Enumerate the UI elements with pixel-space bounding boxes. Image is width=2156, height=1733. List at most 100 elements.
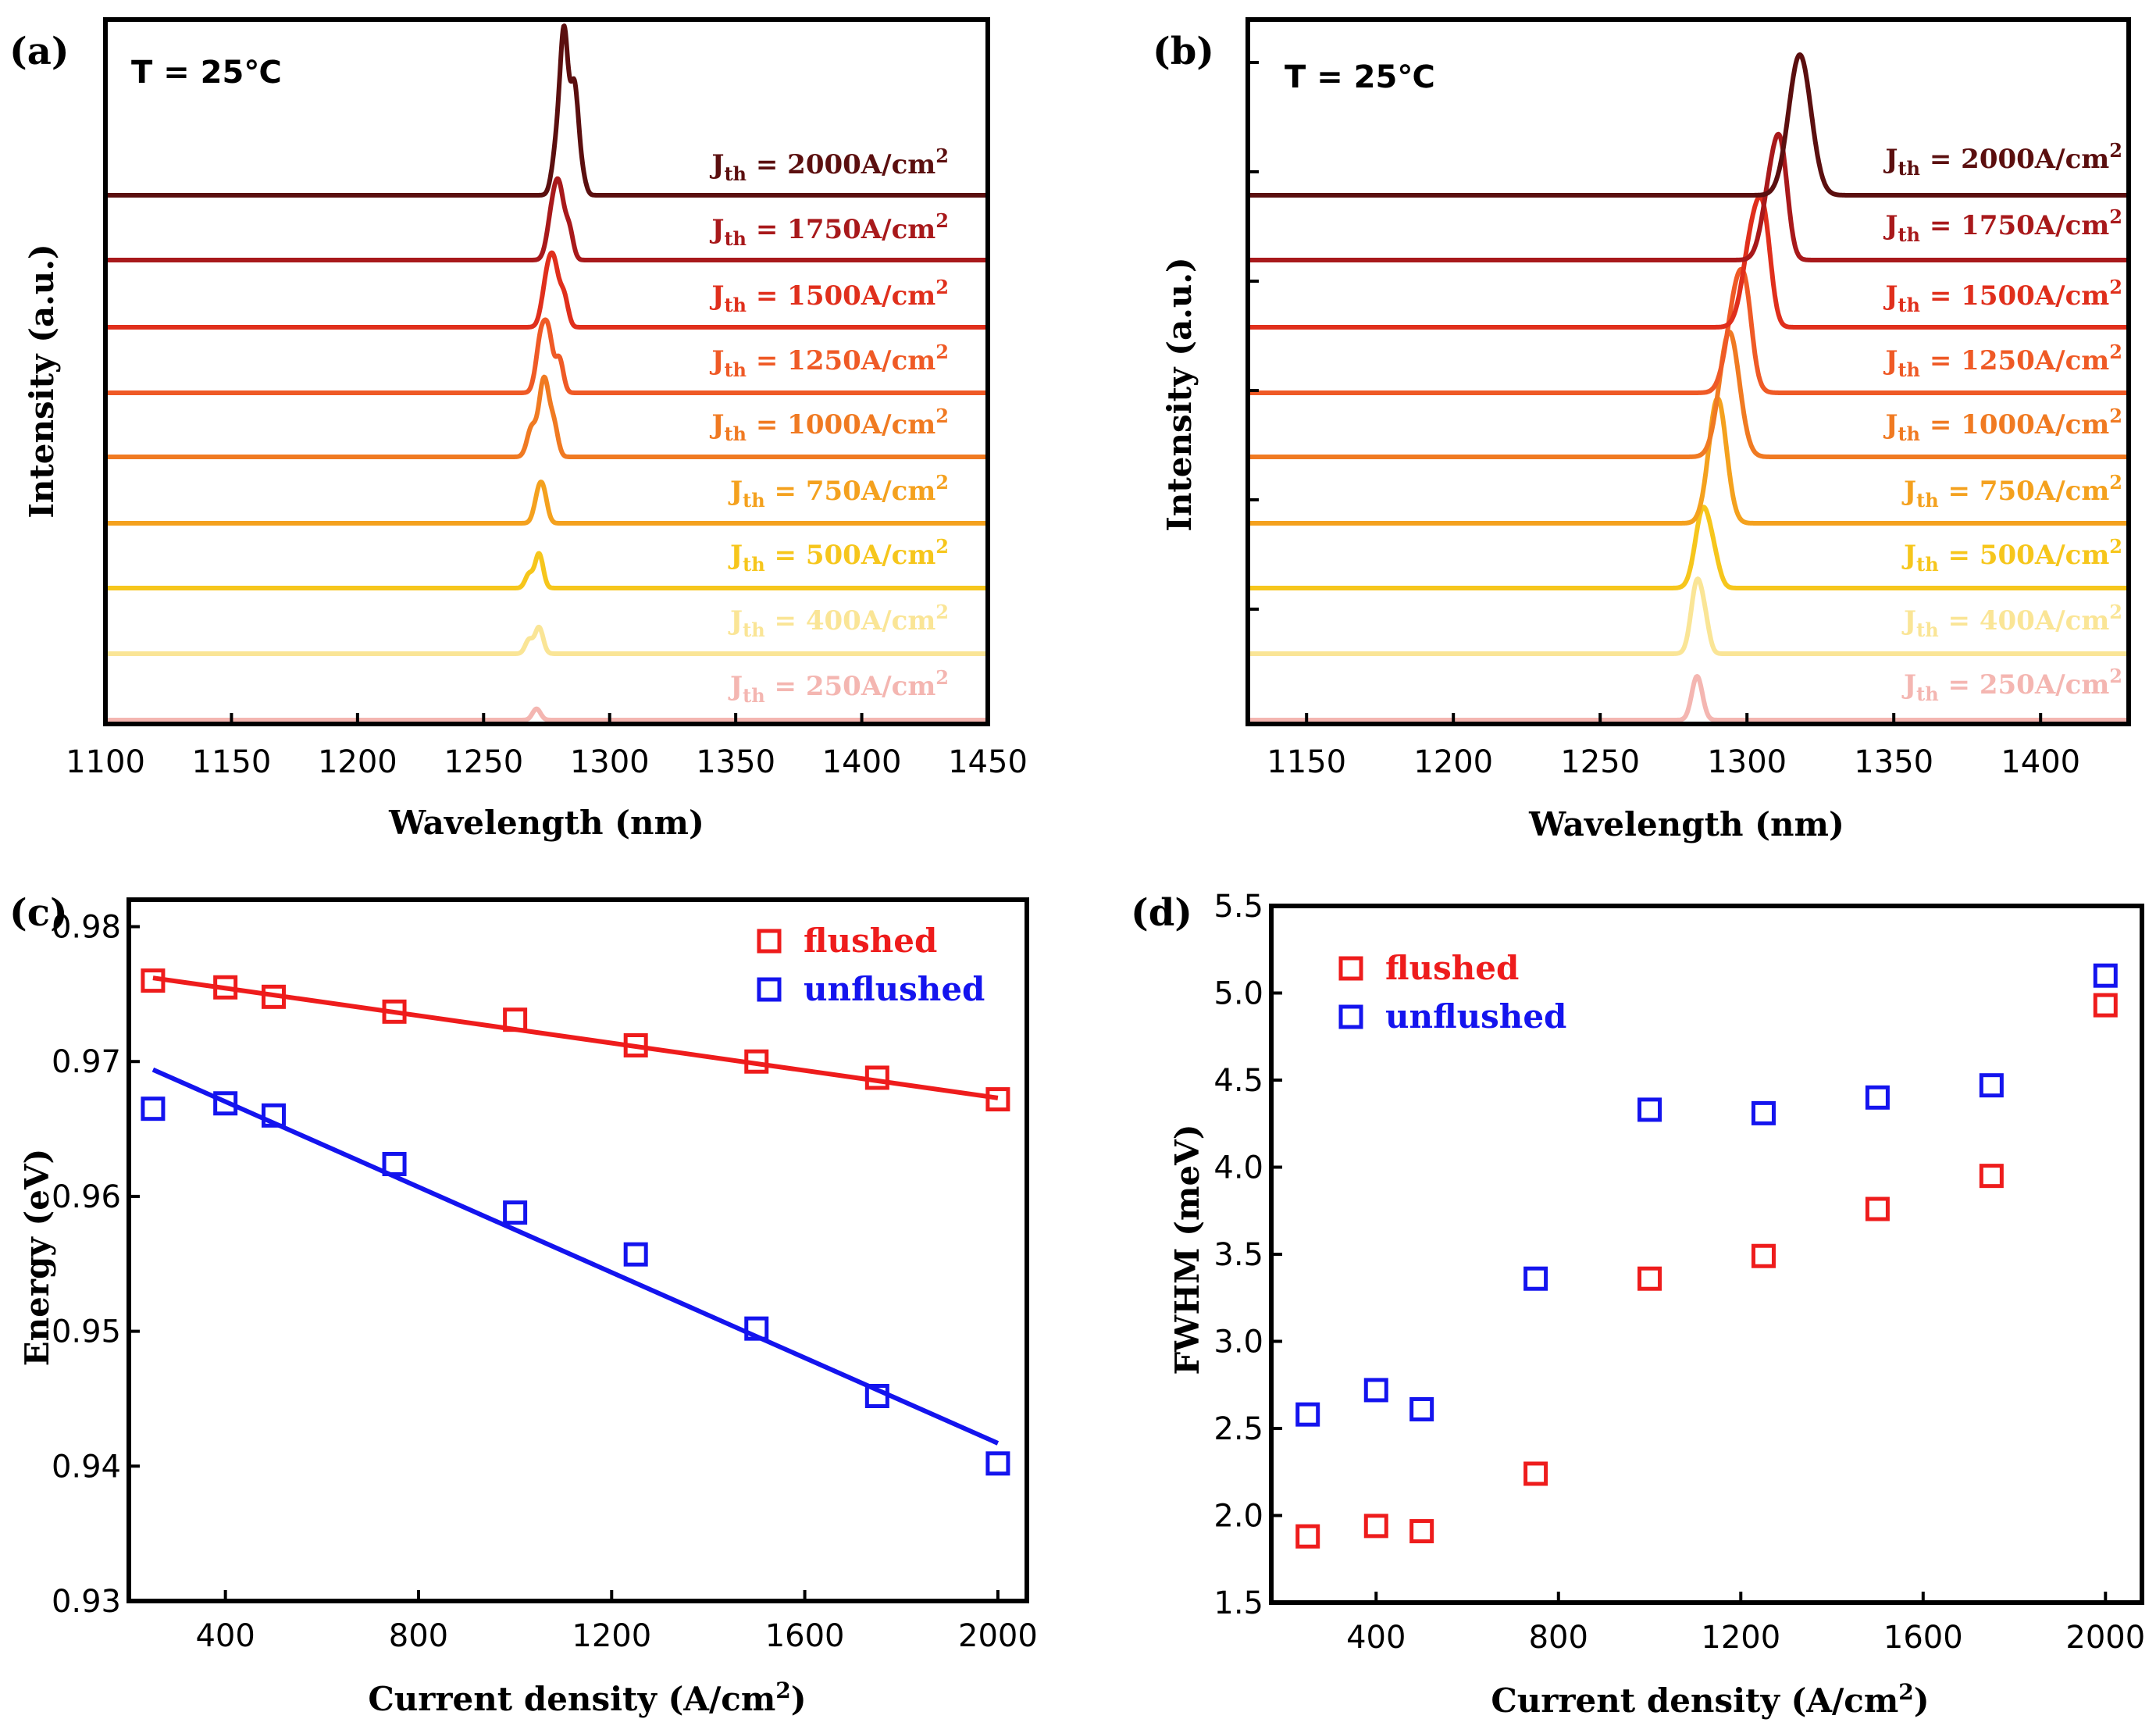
data-point-d-flushed-1500 <box>1865 1196 1890 1221</box>
series-label-b-250: Jth = 250A/cm2 <box>1901 665 2122 705</box>
panel-label-d: (d) <box>1131 891 1192 935</box>
series-label-J: J <box>1883 280 1898 312</box>
x-axis-title-c-end: ) <box>791 1680 807 1718</box>
series-label-exp: 2 <box>935 276 949 298</box>
series-label-sub: th <box>1898 358 1920 381</box>
data-point-d-unflushed-400 <box>1363 1378 1388 1403</box>
spectrum-line-a-500 <box>103 551 990 590</box>
series-label-exp: 2 <box>2109 139 2122 162</box>
series-label-a-1500: Jth = 1500A/cm2 <box>709 276 949 316</box>
series-label-eq: = 500A/cm <box>765 540 936 571</box>
series-label-sub: th <box>1898 223 1920 246</box>
series-label-J: J <box>728 671 743 702</box>
series-label-sub: th <box>1916 553 1939 576</box>
series-label-J: J <box>1901 476 1916 507</box>
data-point-c-flushed-400 <box>213 975 238 1000</box>
series-label-a-1750: Jth = 1750A/cm2 <box>709 209 949 250</box>
data-point-d-unflushed-1500 <box>1865 1085 1890 1110</box>
series-label-sub: th <box>724 227 747 250</box>
series-label-exp: 2 <box>2109 276 2122 298</box>
series-label-a-1000: Jth = 1000A/cm2 <box>709 405 949 445</box>
series-label-eq: = 1750A/cm <box>1920 210 2109 241</box>
spectrum-line-a-1000 <box>103 374 990 459</box>
x-tick-label-d-400: 400 <box>1346 1620 1406 1656</box>
series-label-J: J <box>1883 345 1898 376</box>
series-label-a-2000: Jth = 2000A/cm2 <box>709 144 949 185</box>
panel-label-c: (c) <box>9 891 68 935</box>
series-label-b-1000: Jth = 1000A/cm2 <box>1883 405 2122 445</box>
data-point-c-unflushed-500 <box>261 1103 286 1128</box>
y-tick-label-d-5: 5.0 <box>1213 976 1263 1012</box>
legend-marker-c-flushed <box>757 929 782 954</box>
data-point-d-flushed-750 <box>1523 1461 1548 1486</box>
series-label-sub: th <box>724 358 747 381</box>
series-label-J: J <box>1883 210 1898 241</box>
data-point-c-flushed-1250 <box>623 1033 648 1058</box>
data-point-d-unflushed-250 <box>1295 1402 1320 1427</box>
panel-label-a: (a) <box>9 30 69 73</box>
series-label-eq: = 500A/cm <box>1939 540 2110 571</box>
spectrum-line-b-250 <box>1245 674 2131 722</box>
series-label-sub: th <box>724 294 747 316</box>
series-label-exp: 2 <box>2109 205 2122 228</box>
x-tick-label-b-1250: 1250 <box>1560 744 1640 780</box>
x-tick-label-b-1400: 1400 <box>2001 744 2080 780</box>
series-label-exp: 2 <box>935 471 949 494</box>
data-point-c-unflushed-250 <box>141 1096 166 1121</box>
data-point-c-flushed-2000 <box>985 1087 1010 1112</box>
y-tick-label-d-2: 2.0 <box>1213 1499 1263 1535</box>
series-label-sub: th <box>1916 489 1939 512</box>
series-label-exp: 2 <box>2109 535 2122 558</box>
spectrum-line-a-250 <box>103 706 990 722</box>
spectrum-line-a-2000 <box>103 23 990 198</box>
y-tick-label-c-0.94: 0.94 <box>52 1449 121 1485</box>
x-axis-title-c: Current density (A/cm2) <box>368 1678 806 1718</box>
y-tick-label-d-5.5: 5.5 <box>1213 889 1263 925</box>
series-label-b-400: Jth = 400A/cm2 <box>1901 601 2122 641</box>
y-axis-title-b: Intensity (a.u.) <box>1160 257 1199 532</box>
series-label-b-1250: Jth = 1250A/cm2 <box>1883 341 2122 381</box>
y-tick-label-c-0.98: 0.98 <box>52 910 121 946</box>
data-point-d-flushed-1750 <box>1979 1164 2004 1189</box>
data-point-d-unflushed-750 <box>1523 1266 1548 1291</box>
data-point-d-unflushed-1750 <box>1979 1073 2004 1098</box>
spectrum-line-a-1250 <box>103 317 990 395</box>
data-point-c-flushed-250 <box>141 968 166 993</box>
spectrum-line-b-1750 <box>1245 131 2131 262</box>
series-label-exp: 2 <box>935 666 949 689</box>
x-tick-label-c-400: 400 <box>195 1618 255 1654</box>
series-label-eq: = 750A/cm <box>1939 476 2110 507</box>
x-tick-label-d-2000: 2000 <box>2065 1620 2145 1656</box>
x-tick-label-c-1200: 1200 <box>572 1618 651 1654</box>
y-axis-title-c: Energy (eV) <box>18 1149 56 1367</box>
series-label-sub: th <box>724 423 747 445</box>
panel-d-fwhm: Current density (A/cm2) FWHM (meV) 400 80… <box>1168 889 2145 1720</box>
series-label-sub: th <box>1916 683 1939 705</box>
temperature-label-b: T = 25℃ <box>1285 59 1435 95</box>
series-label-a-400: Jth = 400A/cm2 <box>728 601 949 641</box>
x-tick-label-a-1100: 1100 <box>66 744 145 780</box>
data-point-c-unflushed-750 <box>382 1151 407 1176</box>
y-tick-label-c-0.93: 0.93 <box>52 1584 121 1620</box>
x-tick-label-b-1350: 1350 <box>1854 744 1933 780</box>
y-tick-label-d-3.5: 3.5 <box>1213 1237 1263 1273</box>
series-label-eq: = 750A/cm <box>765 476 936 507</box>
x-tick-label-b-1150: 1150 <box>1267 744 1346 780</box>
y-tick-label-d-4: 4.0 <box>1213 1150 1263 1186</box>
series-label-J: J <box>1901 669 1916 701</box>
x-tick-label-a-1200: 1200 <box>318 744 397 780</box>
series-label-sub: th <box>1898 423 1920 445</box>
x-axis-title-d-main: Current density (A/cm <box>1491 1681 1898 1720</box>
data-point-d-flushed-400 <box>1363 1514 1388 1539</box>
data-point-d-unflushed-1250 <box>1751 1100 1776 1125</box>
x-tick-label-a-1150: 1150 <box>192 744 272 780</box>
data-point-d-flushed-1000 <box>1637 1266 1662 1291</box>
x-axis-title-d-exp: 2 <box>1898 1679 1913 1705</box>
x-tick-label-a-1250: 1250 <box>444 744 523 780</box>
series-label-sub: th <box>1898 157 1920 180</box>
x-tick-label-c-1600: 1600 <box>765 1618 845 1654</box>
panel-b-spectra: T = 25℃ Wavelength (nm) Intensity (a.u.)… <box>1160 17 2131 843</box>
series-label-eq: = 2000A/cm <box>1920 144 2109 175</box>
plot-frame-a <box>103 17 990 726</box>
